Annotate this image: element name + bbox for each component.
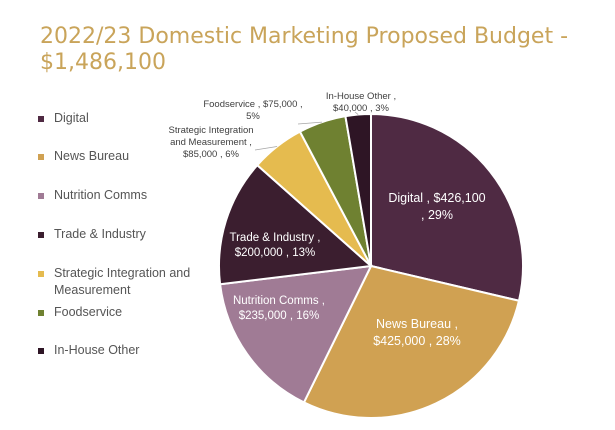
legend-swatch bbox=[38, 348, 44, 354]
legend-label: Foodservice bbox=[54, 305, 123, 319]
legend-swatch bbox=[38, 232, 44, 238]
legend-item: Nutrition Comms bbox=[38, 187, 147, 204]
leader-line bbox=[254, 146, 278, 151]
legend-item: Foodservice bbox=[38, 304, 122, 321]
pie-slice bbox=[344, 112, 372, 267]
legend-label: Trade & Industry bbox=[54, 227, 146, 241]
chart-title-line-1: 2022/23 Domestic Marketing Proposed Budg… bbox=[40, 24, 569, 49]
chart-title-line-2: $1,486,100 bbox=[40, 50, 166, 75]
slice-label: Trade & Industry , $200,000 , 13% bbox=[230, 232, 321, 259]
pie-slice bbox=[302, 264, 521, 419]
legend-item: In-House Other bbox=[38, 342, 139, 359]
pie-slice bbox=[218, 163, 374, 286]
pie-slice bbox=[218, 264, 373, 404]
slice-label: Digital , $426,100, 29% bbox=[388, 191, 485, 222]
slice-label: In-House Other , $40,000 , 3% bbox=[326, 91, 396, 114]
legend-label: News Bureau bbox=[54, 149, 130, 163]
slice-label: Nutrition Comms , $235,000 , 16% bbox=[233, 295, 325, 322]
slice-label: Foodservice , $75,000 , 5% bbox=[203, 99, 302, 122]
slice-label: Strategic Integration and Measurement , $8… bbox=[168, 125, 253, 160]
legend-label: Nutrition Comms bbox=[54, 188, 148, 202]
legend-item: Strategic Integration and Measurement bbox=[38, 265, 190, 299]
legend-label: Digital bbox=[54, 111, 89, 125]
slice-label: News Bureau , $425,000 , 28% bbox=[373, 317, 461, 348]
legend-item: Digital bbox=[38, 110, 89, 127]
legend-swatch bbox=[38, 271, 44, 277]
chart-title: 2022/23 Domestic Marketing Proposed Budg… bbox=[40, 24, 600, 76]
legend-swatch bbox=[38, 116, 44, 122]
leader-line bbox=[297, 121, 323, 125]
legend-item: Trade & Industry bbox=[38, 226, 146, 243]
pie-slice bbox=[370, 112, 524, 302]
legend-label: In-House Other bbox=[54, 343, 140, 357]
legend-label: Strategic Integration and Measurement bbox=[54, 266, 191, 297]
legend-swatch bbox=[38, 193, 44, 199]
legend-swatch bbox=[38, 154, 44, 160]
legend-swatch bbox=[38, 310, 44, 316]
leader-line bbox=[354, 111, 359, 115]
legend-item: News Bureau bbox=[38, 148, 129, 165]
